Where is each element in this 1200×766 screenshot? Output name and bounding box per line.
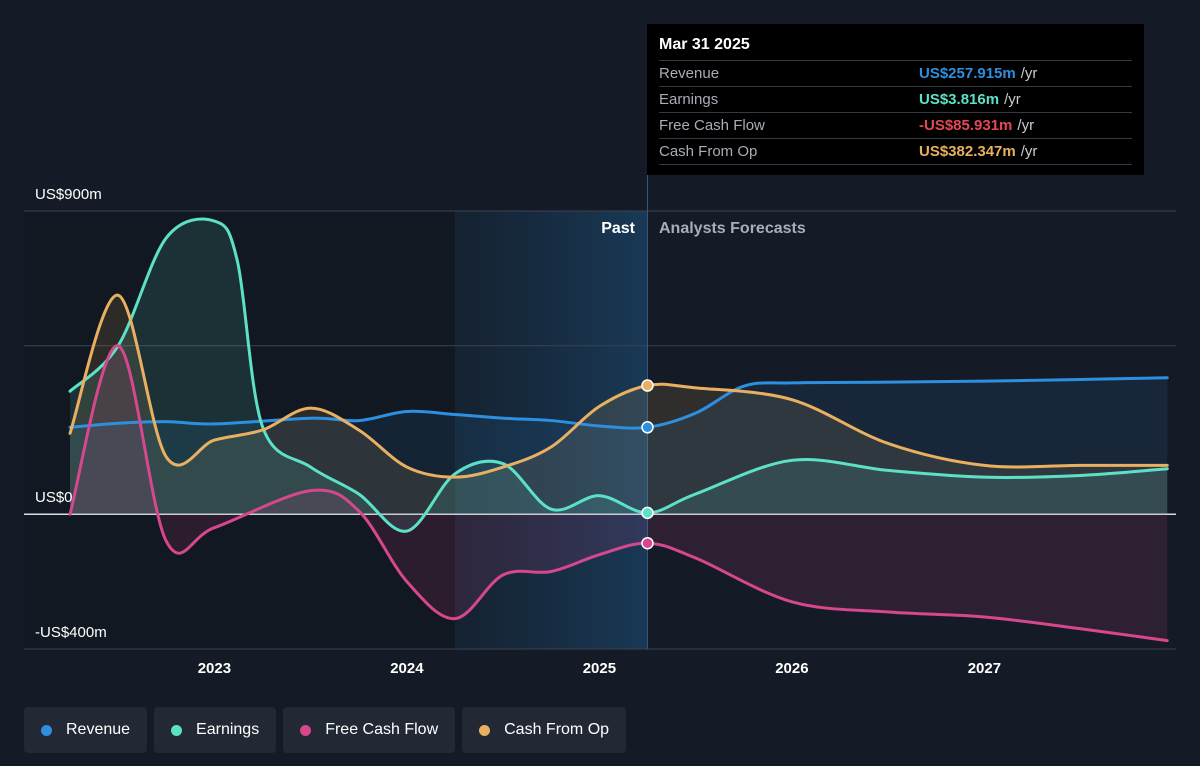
x-axis-tick-label: 2024 xyxy=(390,660,424,677)
tooltip-unit: /yr xyxy=(1020,65,1038,82)
tooltip-value: US$382.347m xyxy=(919,143,1016,160)
tooltip-row-revenue: Revenue US$257.915m /yr xyxy=(659,60,1132,86)
line-earnings xyxy=(68,217,1169,533)
legend-item-free-cash-flow[interactable]: Free Cash Flow xyxy=(283,707,456,753)
legend-item-earnings[interactable]: Earnings xyxy=(154,707,277,753)
tooltip-label: Free Cash Flow xyxy=(659,117,765,134)
legend-item-cash-from-op[interactable]: Cash From Op xyxy=(462,707,627,753)
recent-past-highlight xyxy=(455,211,648,649)
x-axis-tick-label: 2027 xyxy=(968,660,1001,677)
chart-legend: Revenue Earnings Free Cash Flow Cash Fro… xyxy=(24,707,627,753)
tooltip-value: US$257.915m xyxy=(919,65,1016,82)
legend-label: Cash From Op xyxy=(504,721,610,738)
marker-revenue xyxy=(641,421,654,434)
tooltip-value: US$3.816m xyxy=(919,91,1000,108)
tooltip-row-cash-from-op: Cash From Op US$382.347m /yr xyxy=(659,138,1132,165)
legend-dot-icon xyxy=(41,724,52,736)
legend-label: Revenue xyxy=(66,721,131,738)
tooltip-panel: Mar 31 2025 Revenue US$257.915m /yr Earn… xyxy=(647,24,1144,175)
forecast-region-label: Analysts Forecasts xyxy=(659,220,806,237)
legend-item-revenue[interactable]: Revenue xyxy=(24,707,148,753)
past-region-label: Past xyxy=(601,220,635,237)
legend-dot-icon xyxy=(300,724,312,736)
y-axis-label: -US$400m xyxy=(35,624,107,641)
x-axis-tick-label: 2025 xyxy=(583,660,616,677)
tooltip-unit: /yr xyxy=(1017,117,1035,134)
line-cash-from-op xyxy=(68,293,1169,479)
area-free-cash-flow xyxy=(70,345,1168,641)
marker-earnings xyxy=(641,506,654,520)
tooltip-label: Revenue xyxy=(659,65,720,82)
legend-label: Free Cash Flow xyxy=(325,721,439,738)
legend-label: Earnings xyxy=(196,721,260,738)
tooltip-unit: /yr xyxy=(1020,143,1038,160)
legend-dot-icon xyxy=(479,724,491,736)
x-axis-tick-label: 2023 xyxy=(198,660,231,677)
tooltip-label: Earnings xyxy=(659,91,719,108)
y-axis-label: US$0 xyxy=(35,489,73,506)
x-axis-tick-label: 2026 xyxy=(775,660,808,677)
marker-free-cash-flow xyxy=(641,536,654,550)
area-earnings xyxy=(70,219,1168,532)
tooltip-row-earnings: Earnings US$3.816m /yr xyxy=(659,86,1132,112)
marker-cash-from-op xyxy=(641,379,654,392)
tooltip-unit: /yr xyxy=(1004,91,1021,108)
tooltip-date: Mar 31 2025 xyxy=(659,36,750,53)
line-revenue xyxy=(68,376,1169,430)
area-revenue xyxy=(70,377,1168,515)
financial-chart: US$900m US$0 -US$400m 2023 2024 2025 2026 2027 P… xyxy=(24,175,1176,677)
legend-dot-icon xyxy=(171,724,183,736)
area-cash-from-op xyxy=(70,295,1168,515)
y-axis-label: US$900m xyxy=(35,186,102,203)
tooltip-label: Cash From Op xyxy=(659,143,758,160)
tooltip-row-free-cash-flow: Free Cash Flow -US$85.931m /yr xyxy=(659,112,1132,138)
tooltip-value: -US$85.931m xyxy=(919,117,1013,134)
line-free-cash-flow xyxy=(68,344,1169,643)
